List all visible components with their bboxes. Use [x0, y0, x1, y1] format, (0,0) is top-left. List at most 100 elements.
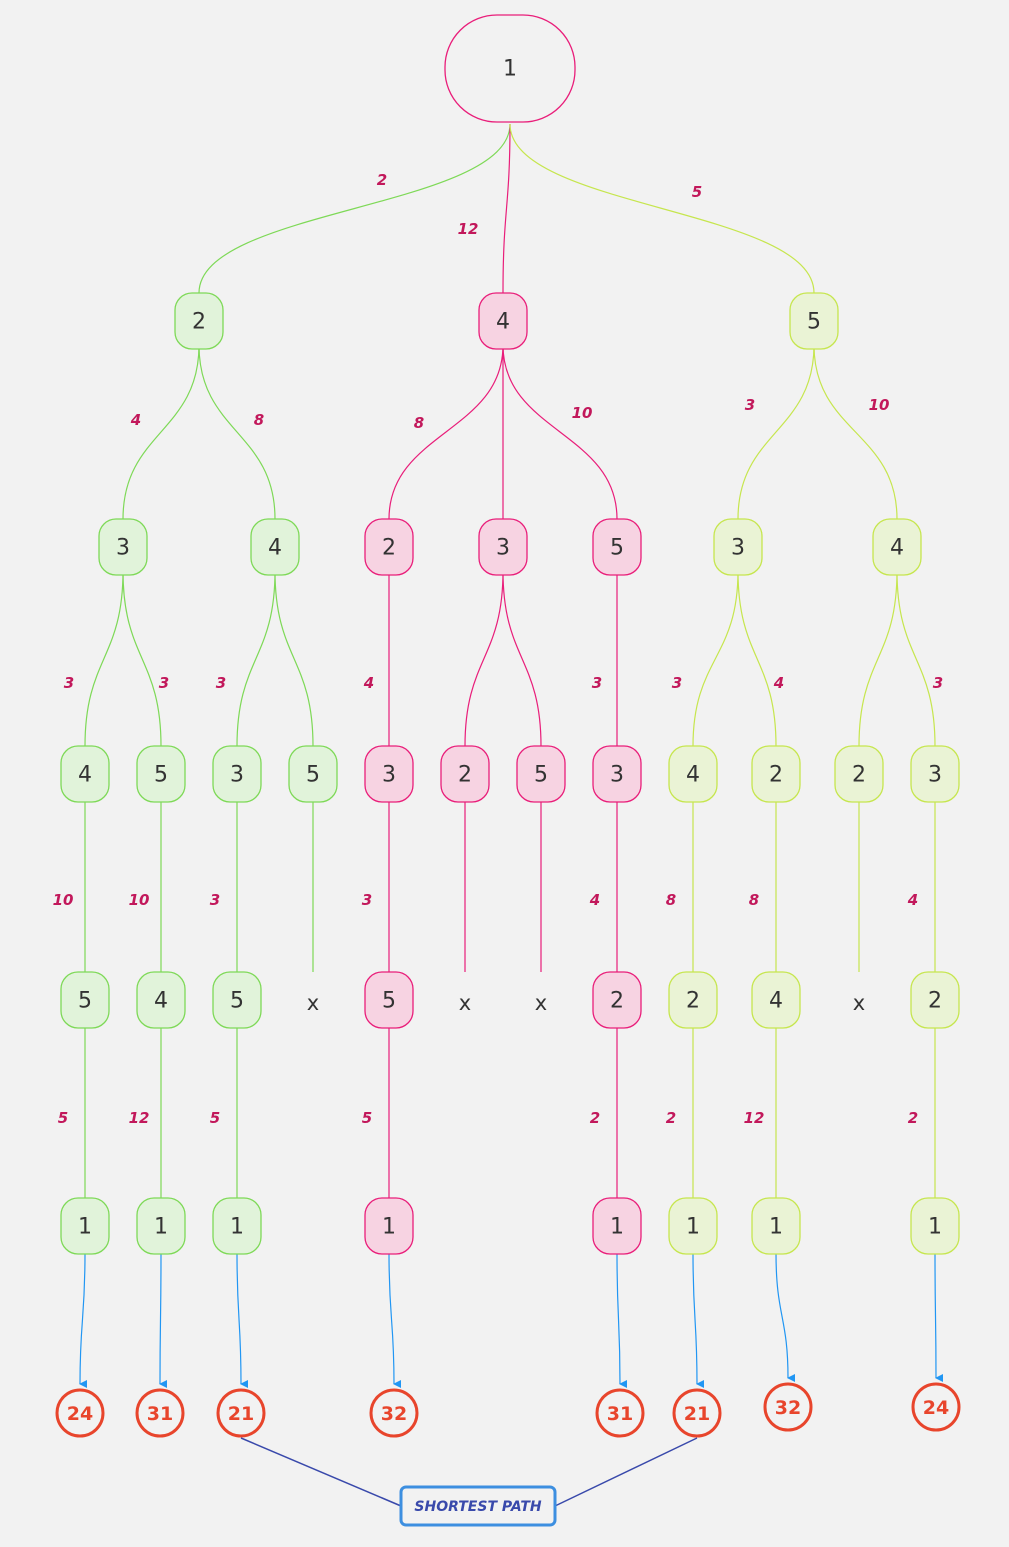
node-path-a-1-0-0: 5: [212, 971, 262, 1029]
node-a-1-1-label: 5: [306, 763, 320, 788]
node-c-1-0-label: 2: [852, 763, 866, 788]
edge-c-1-1: [896, 570, 936, 747]
weight-path-a-0-0-1: 5: [58, 1109, 68, 1127]
weight-c-1: 10: [869, 396, 890, 414]
node-b-1-1-label: 5: [534, 763, 548, 788]
node-b-0-shape: [364, 518, 414, 576]
arrow-b-0-0: [388, 1252, 402, 1388]
node-path-a-0-1-0-shape: [136, 971, 186, 1029]
weight-path-a-0-0-0: 10: [53, 891, 74, 909]
nodes-layer: 12345124541314351215x423513232x5x5321315…: [55, 14, 961, 1527]
node-c-label: 5: [807, 310, 821, 335]
node-c-1-label: 4: [890, 536, 904, 561]
edge-root-a: [198, 123, 511, 294]
node-path-c-0-0-1: 1: [668, 1197, 718, 1255]
node-c-1-1: 3: [910, 745, 960, 803]
shortest-path-box: [399, 1485, 557, 1527]
node-path-b-2-0-1-label: 1: [610, 1215, 624, 1240]
node-path-b-0-0-0-label: 5: [382, 989, 396, 1014]
total-circle: [672, 1388, 722, 1438]
node-b-0-0-label: 3: [382, 763, 396, 788]
node-c-0-0-shape: [668, 745, 718, 803]
node-c-0-1-shape: [751, 745, 801, 803]
node-a-label: 2: [192, 310, 206, 335]
node-path-c-0-0-0-label: 2: [686, 989, 700, 1014]
weight-path-b-0-0-0: 3: [362, 891, 372, 909]
node-c-1-0-shape: [834, 745, 884, 803]
node-b-0-label: 2: [382, 536, 396, 561]
weight-b-0: 8: [414, 414, 424, 432]
weight-a-0: 4: [130, 411, 141, 429]
node-b-shape: [478, 292, 528, 350]
root-node-label: 1: [503, 57, 517, 82]
weight-b-0-0: 4: [363, 674, 374, 692]
weight-path-c-0-0-0: 8: [666, 891, 676, 909]
total-value: 31: [607, 1403, 633, 1425]
node-path-a-0-1-1: 1: [136, 1197, 186, 1255]
node-path-c-0-0-1-label: 1: [686, 1215, 700, 1240]
weight-path-b-0-0-1: 5: [362, 1109, 372, 1127]
node-path-c-1-1-1: 1: [910, 1197, 960, 1255]
node-path-a-1-0-1: 1: [212, 1197, 262, 1255]
node-path-c-1-1-1-shape: [910, 1197, 960, 1255]
total-circle: [911, 1382, 961, 1432]
node-c-1-0: 2: [834, 745, 884, 803]
node-c-0-1-label: 2: [769, 763, 783, 788]
weight-a-0-0: 3: [64, 674, 74, 692]
node-a-0-label: 3: [116, 536, 130, 561]
node-b-1-0-label: 2: [458, 763, 472, 788]
root-node-shape: [444, 14, 576, 123]
total-circle: [55, 1388, 105, 1438]
node-a: 2: [174, 292, 224, 350]
node-b-0: 2: [364, 518, 414, 576]
node-path-c-0-1-1: 1: [751, 1197, 801, 1255]
node-c-0-label: 3: [731, 536, 745, 561]
edge-c-0-0: [692, 570, 739, 747]
node-path-b-0-0-1-label: 1: [382, 1215, 396, 1240]
node-c-0: 3: [713, 518, 763, 576]
shortest-connector-1: [554, 1437, 698, 1507]
arrow-c-1-1: [934, 1252, 944, 1382]
weight-path-c-1-1-0: 4: [907, 891, 918, 909]
arrow-c-0-1: [775, 1252, 796, 1382]
shortest-path-callout: SHORTEST PATH: [399, 1485, 557, 1527]
node-a-1-0: 3: [212, 745, 262, 803]
node-b-1-0: 2: [440, 745, 490, 803]
edge-a-0-1: [122, 570, 162, 747]
node-path-a-1-0-1-label: 1: [230, 1215, 244, 1240]
node-b-1-1: 5: [516, 745, 566, 803]
node-path-a-0-1-0: 4: [136, 971, 186, 1029]
weight-a-1-0: 3: [216, 674, 226, 692]
node-a-shape: [174, 292, 224, 350]
weight-root-a: 2: [377, 171, 387, 189]
node-b-2-0: 3: [592, 745, 642, 803]
node-c-1-shape: [872, 518, 922, 576]
dead-end-marker: x: [459, 991, 471, 1015]
weight-c-0-1: 4: [773, 674, 784, 692]
node-c: 5: [789, 292, 839, 350]
node-a-1-1-shape: [288, 745, 338, 803]
node-c-0-0: 4: [668, 745, 718, 803]
node-b-0-0-shape: [364, 745, 414, 803]
total-value: 32: [381, 1403, 407, 1425]
total-circle: [595, 1388, 645, 1438]
node-a-1-1: 5: [288, 745, 338, 803]
node-path-a-0-1-1-label: 1: [154, 1215, 168, 1240]
edge-c-0-1: [737, 570, 777, 747]
node-path-c-1-1-0-shape: [910, 971, 960, 1029]
edge-a-0-0: [84, 570, 124, 747]
total-b-2-0: 31: [595, 1388, 645, 1438]
node-path-a-1-0-0-shape: [212, 971, 262, 1029]
node-path-b-0-0-1: 1: [364, 1197, 414, 1255]
node-b-label: 4: [496, 310, 510, 335]
edges-layer: [79, 123, 944, 1507]
total-value: 21: [684, 1403, 710, 1425]
total-b-0-0: 32: [369, 1388, 419, 1438]
total-value: 32: [775, 1397, 801, 1419]
node-path-b-0-0-0: 5: [364, 971, 414, 1029]
edge-root-b: [502, 123, 511, 294]
weight-root-c: 5: [692, 183, 702, 201]
weight-path-a-0-1-1: 12: [129, 1109, 150, 1127]
node-path-c-1-1-0-label: 2: [928, 989, 942, 1014]
weight-root-b: 12: [458, 220, 479, 238]
